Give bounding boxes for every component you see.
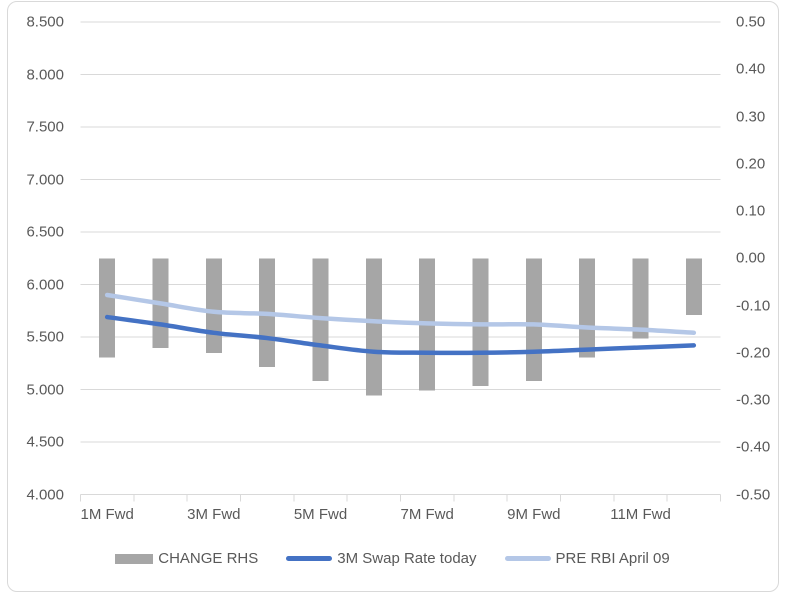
line-swatch-icon [504, 556, 551, 561]
legend-item-change-rhs[interactable]: CHANGE RHS [115, 550, 258, 567]
left-axis-tick-label: 6.000 [26, 276, 64, 293]
x-axis-tick-label: 9M Fwd [507, 506, 561, 523]
x-axis-ticks [80, 494, 721, 502]
legend-label-pre-rbi-april-09: PRE RBI April 09 [555, 550, 670, 567]
bar-swatch-icon [115, 553, 154, 564]
change-bar[interactable] [685, 258, 702, 315]
right-axis-tick-label: 0.50 [736, 13, 766, 31]
pre-rbi-april-09-line[interactable] [104, 292, 697, 336]
legend: CHANGE RHS 3M Swap Rate today PRE RBI Ap… [0, 550, 785, 567]
change-bar[interactable] [579, 258, 596, 358]
legend-label-swap-rate-today: 3M Swap Rate today [337, 550, 477, 567]
change-bar[interactable] [472, 258, 489, 386]
left-axis-tick-label: 4.000 [26, 486, 64, 503]
left-axis-tick-label: 7.500 [26, 118, 64, 136]
right-axis-tick-label: 0.20 [736, 155, 766, 173]
left-axis-tick-label: 8.000 [26, 66, 64, 83]
x-axis-tick-label: 3M Fwd [187, 506, 241, 523]
change-bar[interactable] [365, 258, 382, 396]
left-axis-tick-label: 8.500 [26, 13, 64, 31]
x-axis-tick-label: 5M Fwd [293, 506, 348, 523]
right-axis-tick-label: -0.40 [736, 438, 771, 456]
x-axis-tick-label: 7M Fwd [400, 506, 454, 523]
change-bar[interactable] [525, 258, 542, 382]
legend-label-change-rhs: CHANGE RHS [158, 550, 259, 567]
line-swatch-icon [286, 556, 333, 561]
left-axis-tick-label: 4.500 [26, 433, 64, 451]
right-axis-tick-label: 0.40 [736, 60, 766, 78]
change-bar[interactable] [205, 258, 222, 353]
change-bar[interactable] [99, 258, 116, 358]
right-axis-tick-label: -0.10 [736, 297, 771, 314]
left-axis-tick-label: 6.500 [26, 223, 64, 241]
left-axis-tick-label: 5.500 [26, 328, 64, 346]
right-axis-tick-label: 0.00 [736, 249, 766, 267]
x-axis-tick-label: 1M Fwd [80, 506, 134, 523]
right-axis-tick-label: 0.10 [736, 202, 766, 220]
left-axis-tick-label: 5.000 [26, 381, 64, 398]
chart-frame [7, 1, 779, 592]
right-axis-tick-label: -0.20 [736, 344, 771, 362]
legend-item-pre-rbi-april-09[interactable]: PRE RBI April 09 [504, 550, 670, 567]
gridlines [80, 21, 721, 495]
swap-rate-today-line[interactable] [104, 314, 697, 356]
change-bar[interactable] [632, 258, 649, 339]
legend-item-swap-rate-today[interactable]: 3M Swap Rate today [286, 550, 477, 567]
right-axis-tick-label: 0.30 [736, 108, 766, 125]
right-axis-tick-label: -0.30 [736, 391, 771, 409]
left-axis-tick-label: 7.000 [26, 171, 64, 188]
right-axis-tick-label: -0.50 [736, 486, 771, 503]
x-axis-tick-label: 11M Fwd [610, 506, 671, 523]
